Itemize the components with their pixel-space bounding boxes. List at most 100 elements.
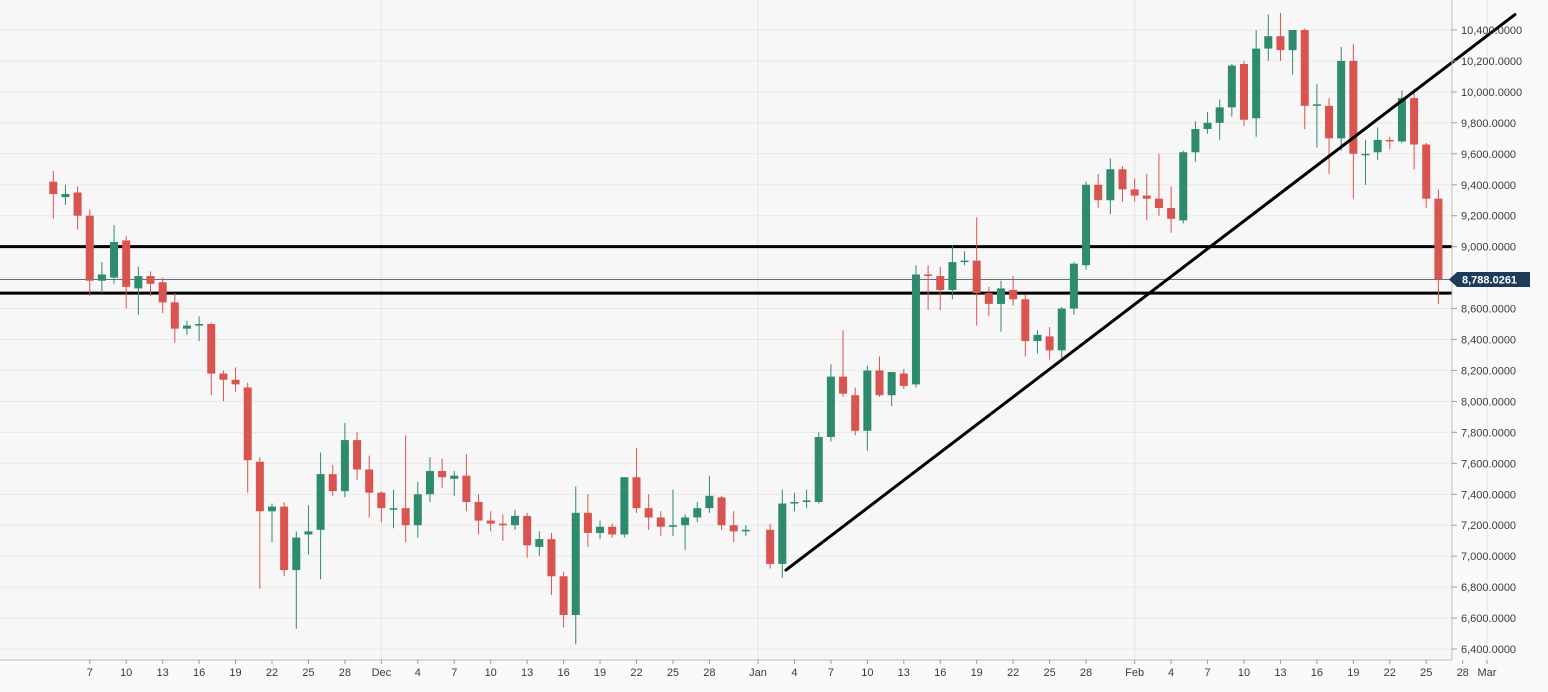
candle-body (693, 508, 702, 518)
candle-up (292, 531, 301, 629)
x-tick-label: 19 (229, 667, 241, 679)
candle-down (875, 356, 884, 397)
candle-up (997, 280, 1005, 332)
candle-body (498, 523, 507, 526)
candle-body (911, 274, 920, 385)
candle-body (365, 469, 374, 493)
candle-body (243, 387, 252, 461)
candle-up (790, 492, 799, 512)
candle-body (875, 370, 884, 396)
candle-body (778, 503, 787, 564)
candle-body (997, 288, 1005, 304)
current-price-tag: 8,788.0261 (1449, 271, 1530, 287)
candle-down (170, 293, 179, 343)
candle-up (1203, 112, 1212, 134)
x-tick-label: 22 (266, 667, 278, 679)
x-tick-label: 22 (630, 667, 642, 679)
candle-up (960, 251, 969, 266)
candle-down (1385, 136, 1394, 150)
candle-up (1361, 139, 1370, 185)
candle-body (438, 471, 447, 478)
y-tick-label: 10,200.0000 (1461, 56, 1522, 68)
candle-body (656, 517, 665, 527)
candle-body (207, 324, 216, 374)
candle-up (887, 371, 896, 407)
candle-body (1057, 308, 1066, 351)
candle-body (474, 501, 483, 521)
x-tick-label: 16 (1311, 667, 1323, 679)
x-tick-label: 25 (302, 667, 314, 679)
candle-up (596, 520, 605, 540)
candle-body (134, 276, 143, 289)
candle-body (1142, 195, 1151, 199)
candle-body (158, 282, 167, 303)
x-tick-label: Mar (1478, 667, 1497, 679)
candle-body (170, 302, 179, 329)
x-tick-label: Dec (372, 667, 392, 679)
candle-body (219, 373, 228, 380)
candle-body (887, 371, 896, 396)
x-tick-label: Jan (749, 667, 767, 679)
candle-down (462, 454, 471, 512)
y-tick-label: 10,400.0000 (1461, 25, 1522, 37)
x-axis: 7 10 13 16 19 22 25 28 Dec 4 7 10 13 16 19 22 25 28 Jan 4 7 1… (87, 660, 1497, 679)
candle-body (681, 517, 690, 526)
candle-up (668, 489, 677, 537)
x-tick-label: 19 (594, 667, 606, 679)
candle-down (972, 217, 981, 326)
candle-up (61, 184, 70, 205)
candle-body (1009, 289, 1018, 300)
candle-down (486, 511, 495, 532)
candle-down (1118, 166, 1127, 202)
x-tick-label: 28 (339, 667, 351, 679)
x-tick-label: 25 (1420, 667, 1432, 679)
candle-body (486, 520, 495, 524)
candle-up (268, 503, 276, 543)
candle-up (1069, 262, 1078, 315)
candle-body (292, 537, 301, 571)
candle-body (1045, 336, 1054, 351)
candle-body (401, 508, 410, 526)
candle-up (97, 262, 106, 294)
candle-down (255, 457, 264, 589)
candle-body (632, 477, 641, 509)
candle-down (851, 387, 860, 436)
candle-body (353, 440, 362, 470)
candle-up (1033, 330, 1042, 354)
candle-body (741, 529, 750, 532)
y-tick-label: 6,800.0000 (1461, 582, 1516, 594)
y-tick-label: 10,000.0000 (1461, 87, 1522, 99)
candle-down (766, 523, 775, 569)
x-tick-label: 10 (861, 667, 873, 679)
candle-body (705, 495, 714, 509)
candle-body (1021, 299, 1030, 342)
y-tick-label: 9,600.0000 (1461, 149, 1516, 161)
candle-down (328, 464, 337, 496)
candle-down (498, 514, 507, 541)
candle-body (85, 215, 94, 281)
candle-body (1337, 60, 1346, 139)
candle-body (972, 260, 981, 294)
candle-up (863, 365, 872, 451)
candle-body (1264, 36, 1273, 49)
candle-up (948, 245, 957, 300)
candle-up (693, 501, 702, 523)
candle-body (1167, 207, 1176, 219)
candle-up (1179, 150, 1188, 224)
candle-up (340, 423, 349, 498)
candle-body (110, 242, 119, 278)
candle-body (790, 501, 799, 504)
candle-body (1288, 30, 1297, 51)
candle-body (1312, 104, 1321, 106)
candle-body (1069, 263, 1078, 309)
candle-up (134, 266, 143, 315)
candle-up (110, 224, 119, 284)
candle-down (231, 367, 240, 393)
y-tick-label: 8,400.0000 (1461, 335, 1516, 347)
x-tick-label: 28 (703, 667, 715, 679)
candle-body (1300, 30, 1309, 106)
candle-body (1361, 153, 1370, 156)
candle-body (644, 508, 653, 518)
candle-down (474, 494, 483, 535)
candle-down (984, 286, 993, 317)
